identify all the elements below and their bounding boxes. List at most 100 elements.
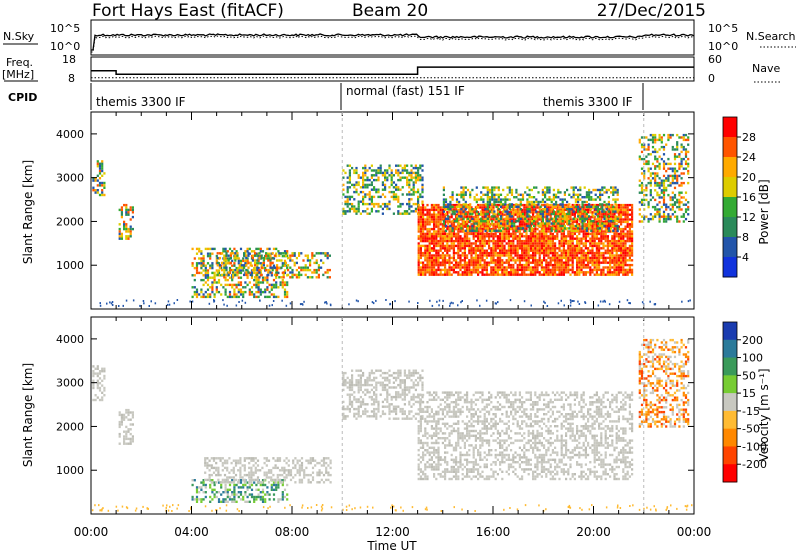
echo-cell [539,233,541,235]
echo-cell [97,372,99,374]
echo-cell [241,267,243,269]
echo-cell [605,250,607,252]
echo-cell [435,242,437,244]
echo-cell [594,252,596,254]
echo-cell [590,220,592,222]
echo-cell [482,220,484,222]
echo-cell [97,160,99,162]
echo-cell [473,259,475,261]
echo-cell [556,252,558,254]
echo-cell [629,230,631,232]
echo-cell [203,293,205,295]
echo-cell [371,196,373,198]
echo-cell [546,220,548,222]
echo-cell [511,203,513,205]
echo-cell [521,233,523,235]
echo-cell [685,148,687,150]
echo-cell [402,172,404,174]
echo-cell [564,215,566,217]
echo-cell [499,259,501,261]
echo-cell [581,218,583,220]
echo-cell [601,203,603,205]
echo-cell [232,274,234,276]
echo-cell [222,248,224,250]
echo-cell [624,235,626,237]
echo-cell [269,291,271,293]
echo-cell [514,247,516,249]
echo-cell [512,209,514,211]
echo-cell [562,210,564,212]
echo-cell [433,209,435,211]
echo-cell [499,250,501,252]
echo-cell [435,223,437,225]
echo-cell [362,181,364,183]
echo-cell [386,205,388,207]
echo-cell [307,269,309,271]
echo-cell [471,230,473,232]
echo-cell [126,300,128,302]
echo-cell [282,262,284,264]
echo-cell [572,266,574,268]
echo-cell [545,264,547,266]
echo-cell [585,264,587,266]
echo-cell [200,267,202,269]
echo-cell [572,233,574,235]
echo-cell [629,245,631,247]
echo-cell [462,238,464,240]
echo-cell [316,269,318,271]
echo-cell [596,257,598,259]
echo-cell [530,247,532,249]
echo-cell [670,216,672,218]
echo-cell [509,206,511,208]
echo-cell [514,259,516,261]
echo-cell [509,215,511,217]
echo-cell [564,191,566,193]
echo-cell [578,259,580,261]
echo-cell [545,238,547,240]
echo-cell [459,269,461,271]
echo-cell [676,175,678,177]
echo-cell [525,259,527,261]
echo-cell [589,240,591,242]
echo-cell [233,293,235,295]
echo-cell [464,266,466,268]
echo-cell [544,206,546,208]
echo-cell [627,230,629,232]
echo-cell [429,233,431,235]
echo-cell [366,184,368,186]
echo-cell [620,204,622,206]
echo-cell [596,254,598,256]
echo-cell [569,254,571,256]
echo-cell [529,189,531,191]
echo-cell [565,235,567,237]
echo-cell [433,274,435,276]
echo-cell [567,254,569,256]
echo-cell [590,222,592,224]
echo-cell [366,179,368,181]
echo-cell [652,136,654,138]
echo-cell [616,252,618,254]
echo-cell [393,198,395,200]
echo-cell [606,208,608,210]
echo-cell [377,196,379,198]
echo-cell [541,274,543,276]
echo-cell [417,191,419,193]
echo-cell [459,235,461,237]
echo-cell [539,230,541,232]
echo-cell [611,250,613,252]
echo-cell [406,184,408,186]
echo-cell [598,259,600,261]
echo-cell [221,269,223,271]
echo-cell [196,291,198,293]
echo-cell [602,230,604,232]
echo-cell [211,248,213,250]
echo-cell [123,228,125,230]
echo-cell [103,387,105,389]
echo-cell [101,194,103,196]
echo-cell [672,204,674,206]
echo-cell [561,257,563,259]
echo-cell [681,172,683,174]
echo-cell [506,269,508,271]
echo-cell [245,271,247,273]
echo-cell [580,247,582,249]
